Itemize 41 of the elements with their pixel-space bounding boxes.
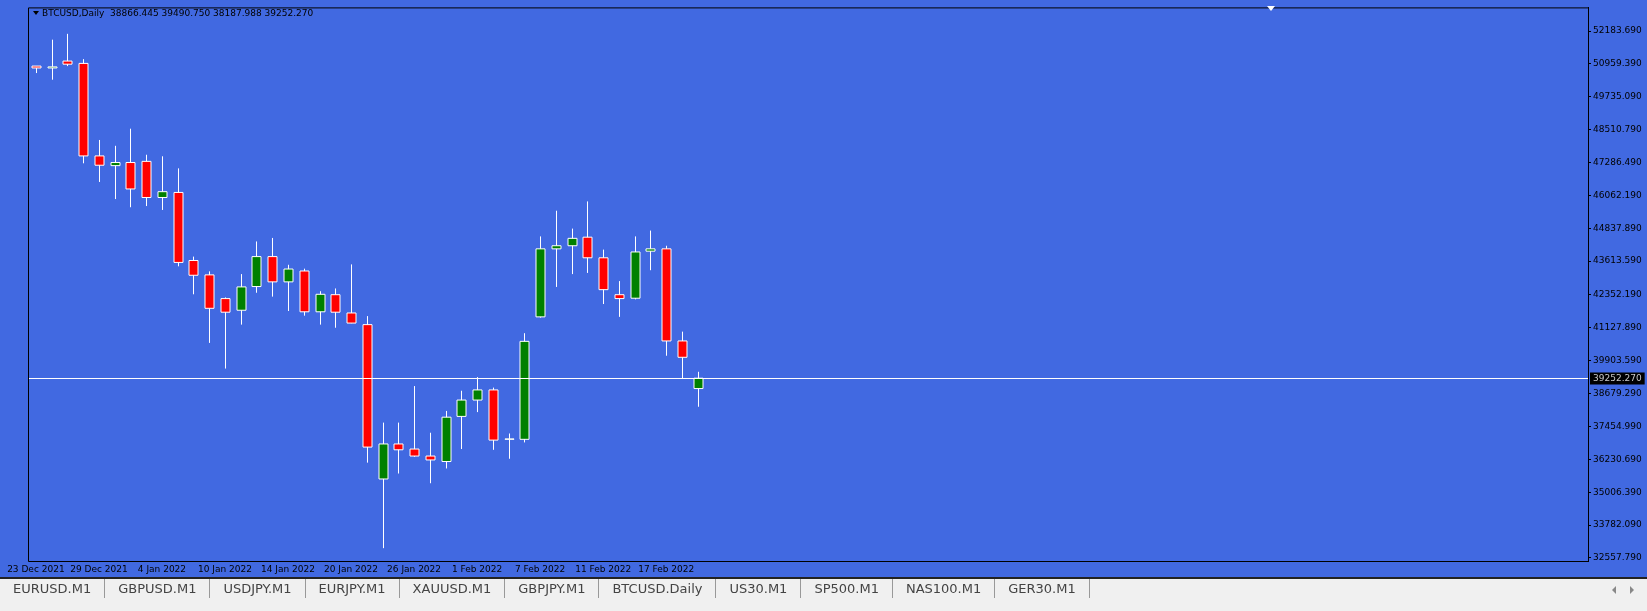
x-tick-label: 29 Dec 2021	[70, 563, 128, 574]
y-tick-label: 44837.890	[1593, 222, 1642, 233]
text: GBPJPY.M1	[505, 579, 600, 598]
ref-line-label: 39252.270	[1593, 372, 1642, 383]
y-tick-label: 50959.390	[1593, 58, 1642, 69]
text: EURJPY.M1	[305, 579, 400, 598]
y-tick-label: 37454.990	[1593, 420, 1642, 431]
y-tick-label: 47286.490	[1593, 156, 1642, 167]
x-tick-label: 11 Feb 2022	[575, 563, 632, 574]
y-tick-label: 35006.390	[1593, 486, 1642, 497]
y-tick-label: 38679.290	[1593, 387, 1642, 398]
text: BTCUSD.Daily	[599, 579, 717, 598]
y-tick-label: 42352.190	[1593, 289, 1642, 300]
text: USDJPY.M1	[210, 579, 306, 598]
y-tick-label: 52183.690	[1593, 25, 1642, 36]
text: GER30.M1	[995, 579, 1090, 598]
x-tick-label: 10 Jan 2022	[197, 563, 252, 574]
chart-title: BTCUSD,Daily 38866.445 39490.750 38187.988 39252.270	[42, 8, 314, 18]
text: SP500.M1	[801, 579, 893, 598]
text: XAUUSD.M1	[399, 579, 506, 598]
x-tick-label: 20 Jan 2022	[324, 563, 379, 574]
y-tick-label: 39903.590	[1593, 355, 1642, 366]
text: NAS100.M1	[892, 579, 996, 598]
y-tick-label: 36230.690	[1593, 453, 1642, 464]
y-tick-label: 49735.090	[1593, 91, 1642, 102]
x-tick-label: 26 Jan 2022	[387, 563, 442, 574]
x-tick-label: 17 Feb 2022	[638, 563, 695, 574]
y-tick-label: 48510.790	[1593, 124, 1642, 135]
text: GBPUSD.M1	[105, 579, 211, 598]
y-tick-label: 46062.190	[1593, 189, 1642, 200]
y-tick-label: 32557.790	[1593, 552, 1642, 563]
y-tick-label: 41127.890	[1593, 322, 1642, 333]
x-tick-label: 14 Jan 2022	[261, 563, 315, 574]
y-tick-label: 43613.590	[1593, 255, 1642, 266]
x-tick-label: 23 Dec 2021	[7, 563, 65, 574]
x-tick-label: 7 Feb 2022	[514, 563, 566, 574]
x-tick-label: 4 Jan 2022	[137, 563, 187, 574]
text: US30.M1	[716, 579, 802, 598]
text: EURUSD.M1	[0, 579, 106, 598]
x-tick-label: 1 Feb 2022	[451, 563, 503, 574]
y-tick-label: 33782.090	[1593, 519, 1642, 530]
